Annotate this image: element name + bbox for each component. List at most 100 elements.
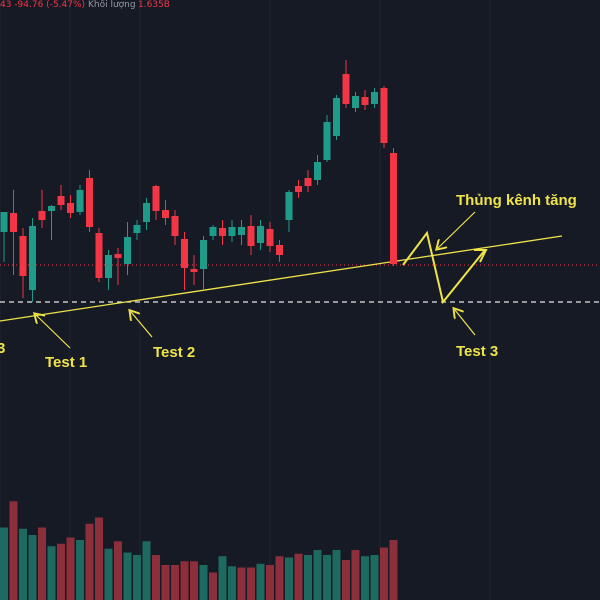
candle-body[interactable] xyxy=(95,233,103,278)
volume-bar xyxy=(171,565,179,600)
volume-bar xyxy=(332,550,341,600)
volume-value: 1.635B xyxy=(138,0,170,10)
volume-bar xyxy=(228,566,236,600)
cut-off-label: 3 xyxy=(0,340,5,357)
header-legend: 43 -94.76 (-5.47%) Khối lượng 1.635B xyxy=(0,0,170,10)
candle-body[interactable] xyxy=(181,239,188,268)
volume-bar xyxy=(294,553,303,600)
breakout-arrow xyxy=(438,211,476,248)
candle-body[interactable] xyxy=(124,237,131,264)
volume-bar xyxy=(313,550,322,600)
price-change-text: 43 -94.76 (-5.47%) xyxy=(0,0,85,10)
candle-body[interactable] xyxy=(361,97,369,105)
volume-bar xyxy=(342,560,350,600)
volume-bars xyxy=(0,501,398,600)
candle-body[interactable] xyxy=(171,216,179,236)
volume-bar xyxy=(152,555,160,600)
candle-body[interactable] xyxy=(323,122,331,160)
volume-bar xyxy=(133,555,141,600)
volume-bar xyxy=(180,561,189,600)
candle-body[interactable] xyxy=(295,186,302,192)
candle-body[interactable] xyxy=(38,211,46,220)
volume-bar xyxy=(266,565,274,600)
zigzag-projection xyxy=(402,230,486,305)
test2-arrow xyxy=(131,312,153,338)
volume-bar xyxy=(28,535,37,600)
volume-bar xyxy=(351,550,360,600)
volume-bar xyxy=(104,548,113,600)
volume-bar xyxy=(256,563,265,600)
candle-body[interactable] xyxy=(342,74,350,104)
candle-body[interactable] xyxy=(86,178,93,227)
volume-bar xyxy=(247,567,255,600)
candle-body[interactable] xyxy=(209,227,217,236)
volume-bar xyxy=(190,561,198,600)
candle-body[interactable] xyxy=(29,226,36,290)
test1-label: Test 1 xyxy=(45,354,87,371)
volume-bar xyxy=(161,565,170,600)
volume-bar xyxy=(237,567,246,600)
candle-body[interactable] xyxy=(0,212,8,232)
volume-bar xyxy=(9,501,18,600)
candles xyxy=(0,60,397,302)
breakout-label: Thủng kênh tăng xyxy=(456,192,577,209)
test3-label: Test 3 xyxy=(456,343,498,360)
zigzag-arrowhead xyxy=(474,249,488,263)
candle-body[interactable] xyxy=(314,162,321,180)
candle-body[interactable] xyxy=(247,226,255,246)
candle-body[interactable] xyxy=(162,210,169,218)
candle-body[interactable] xyxy=(67,203,74,213)
candle-body[interactable] xyxy=(114,254,122,258)
volume-bar xyxy=(66,537,75,600)
candle-body[interactable] xyxy=(190,269,198,272)
candle-body[interactable] xyxy=(76,190,84,212)
candle-body[interactable] xyxy=(380,88,388,143)
candle-body[interactable] xyxy=(152,186,160,211)
candle-body[interactable] xyxy=(143,203,150,222)
volume-bar xyxy=(275,556,284,600)
candle-body[interactable] xyxy=(105,255,112,278)
candle-body[interactable] xyxy=(304,178,312,186)
volume-bar xyxy=(0,527,8,600)
volume-bar xyxy=(389,540,398,600)
test1-arrow xyxy=(36,315,71,349)
volume-bar xyxy=(285,557,293,600)
candle-body[interactable] xyxy=(257,226,264,243)
candle-body[interactable] xyxy=(200,240,207,269)
candle-body[interactable] xyxy=(219,228,226,236)
candle-body[interactable] xyxy=(19,236,27,276)
volume-bar xyxy=(323,555,331,600)
candle-body[interactable] xyxy=(266,229,274,246)
volume-bar xyxy=(38,527,46,600)
volume-bar xyxy=(19,528,27,600)
volume-bar xyxy=(209,572,217,600)
candle-body[interactable] xyxy=(352,96,359,108)
candle-body[interactable] xyxy=(285,192,293,220)
volume-bar xyxy=(85,523,94,600)
candle-body[interactable] xyxy=(276,245,283,255)
volume-bar xyxy=(47,546,56,600)
candle-body[interactable] xyxy=(333,98,340,136)
volume-bar xyxy=(304,555,312,600)
volume-bar xyxy=(370,555,379,600)
candle-body[interactable] xyxy=(10,213,17,232)
volume-bar xyxy=(380,547,388,600)
candle-body[interactable] xyxy=(48,206,55,211)
candle-body[interactable] xyxy=(57,196,65,205)
test2-label: Test 2 xyxy=(153,344,195,361)
test3-arrow xyxy=(455,310,476,336)
grid-lines xyxy=(0,0,491,600)
candle-body[interactable] xyxy=(371,92,378,104)
volume-bar xyxy=(76,540,84,600)
candle-body[interactable] xyxy=(390,153,397,264)
candle-body[interactable] xyxy=(238,227,245,235)
candle-body[interactable] xyxy=(133,225,141,233)
volume-bar xyxy=(95,517,103,600)
volume-bar xyxy=(218,556,227,600)
candle-body[interactable] xyxy=(228,227,236,236)
uptrend-line xyxy=(0,235,563,322)
volume-bar xyxy=(114,541,122,600)
